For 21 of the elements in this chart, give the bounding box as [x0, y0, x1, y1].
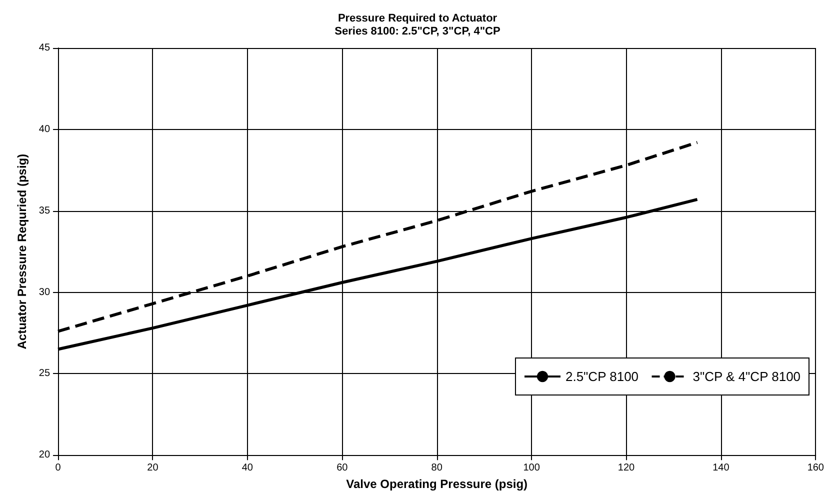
x-tick-label: 0	[55, 462, 62, 474]
chart-title: Pressure Required to Actuator	[338, 12, 498, 24]
x-axis-title: Valve Operating Pressure (psig)	[346, 477, 528, 491]
chart-subtitle: Series 8100: 2.5"CP, 3"CP, 4"CP	[334, 26, 500, 38]
y-tick-label: 45	[38, 42, 50, 54]
y-tick-label: 40	[38, 124, 50, 135]
x-tick-label: 40	[242, 462, 254, 474]
legend-label: 3"CP & 4"CP 8100	[692, 369, 801, 384]
x-tick-label: 160	[807, 462, 824, 474]
x-tick-label: 20	[147, 462, 159, 474]
y-tick-label: 20	[38, 450, 50, 461]
y-tick-label: 35	[38, 205, 50, 216]
x-tick-label: 60	[336, 462, 348, 474]
legend-label: 2.5"CP 8100	[565, 369, 639, 384]
y-tick-label: 25	[38, 368, 50, 380]
x-tick-label: 80	[431, 462, 443, 474]
x-tick-label: 120	[618, 462, 636, 474]
y-axis-title: Actuator Pressure Requried (psig)	[15, 154, 29, 350]
x-tick-label: 100	[523, 462, 540, 474]
y-tick-label: 30	[38, 286, 50, 298]
x-tick-label: 140	[712, 462, 730, 474]
